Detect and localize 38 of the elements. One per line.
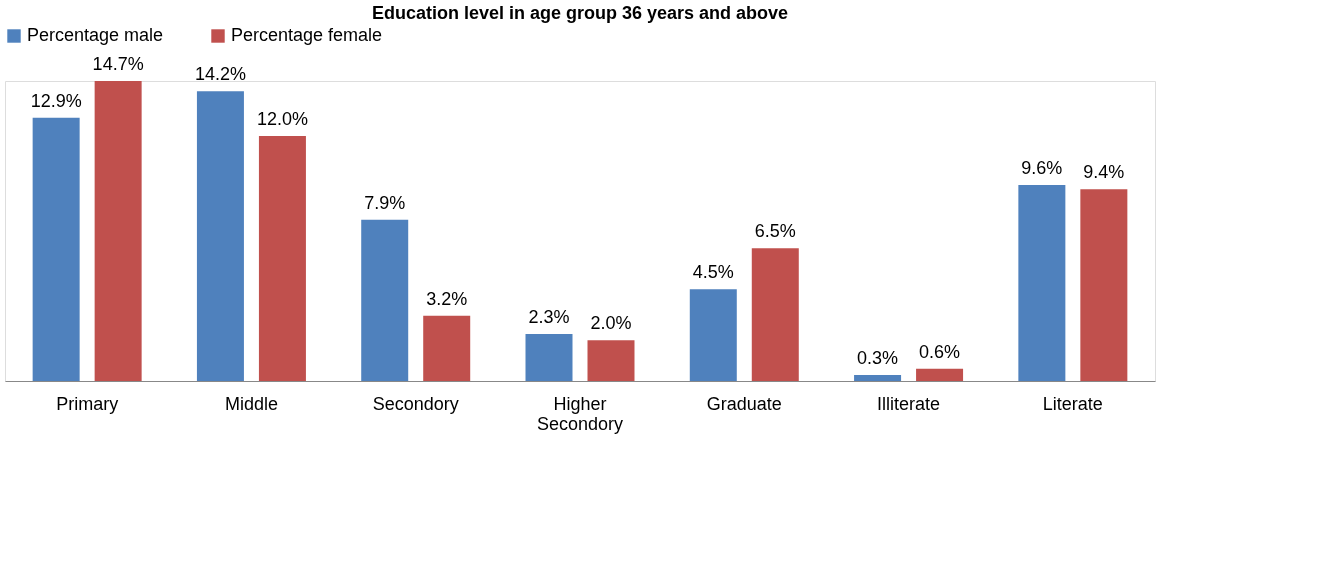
chart-title: Education level in age group 36 years and above [371, 3, 789, 23]
legend-label: Percentage female [231, 25, 383, 45]
bar [94, 81, 142, 381]
data-label: 2.0% [590, 313, 632, 334]
x-tick-label: Higher Secondory [536, 393, 624, 434]
bar [32, 117, 80, 381]
data-label: 3.2% [426, 288, 468, 309]
bar [525, 334, 573, 381]
data-label: 9.6% [1021, 158, 1063, 179]
data-label: 4.5% [692, 262, 734, 283]
data-label: 7.9% [364, 192, 406, 213]
data-label: 9.4% [1083, 162, 1125, 183]
bar [751, 248, 799, 381]
x-tick-label: Middle [224, 393, 278, 414]
bar [1080, 189, 1128, 381]
x-tick-label: Literate [1042, 393, 1103, 414]
data-label: 0.3% [857, 347, 899, 368]
data-label: 2.3% [528, 307, 570, 328]
x-tick-label: Primary [56, 393, 119, 414]
x-tick-label: Graduate [706, 393, 782, 414]
bar [916, 368, 964, 381]
bar [423, 315, 471, 381]
bar [689, 289, 737, 381]
bar [361, 219, 409, 381]
bar [196, 91, 244, 381]
data-label: 14.2% [194, 64, 246, 85]
data-label: 12.0% [256, 109, 308, 130]
bar [1018, 185, 1066, 381]
x-tick-label: Illiterate [877, 393, 941, 414]
data-label: 0.6% [919, 341, 961, 362]
data-label: 6.5% [754, 221, 796, 242]
data-label: 14.7% [92, 54, 144, 74]
legend-label: Percentage male [27, 25, 164, 45]
data-label: 12.9% [30, 90, 82, 111]
x-tick-label: Secondory [372, 393, 459, 414]
bar [854, 374, 902, 381]
bar [258, 136, 306, 381]
bar [587, 340, 635, 381]
